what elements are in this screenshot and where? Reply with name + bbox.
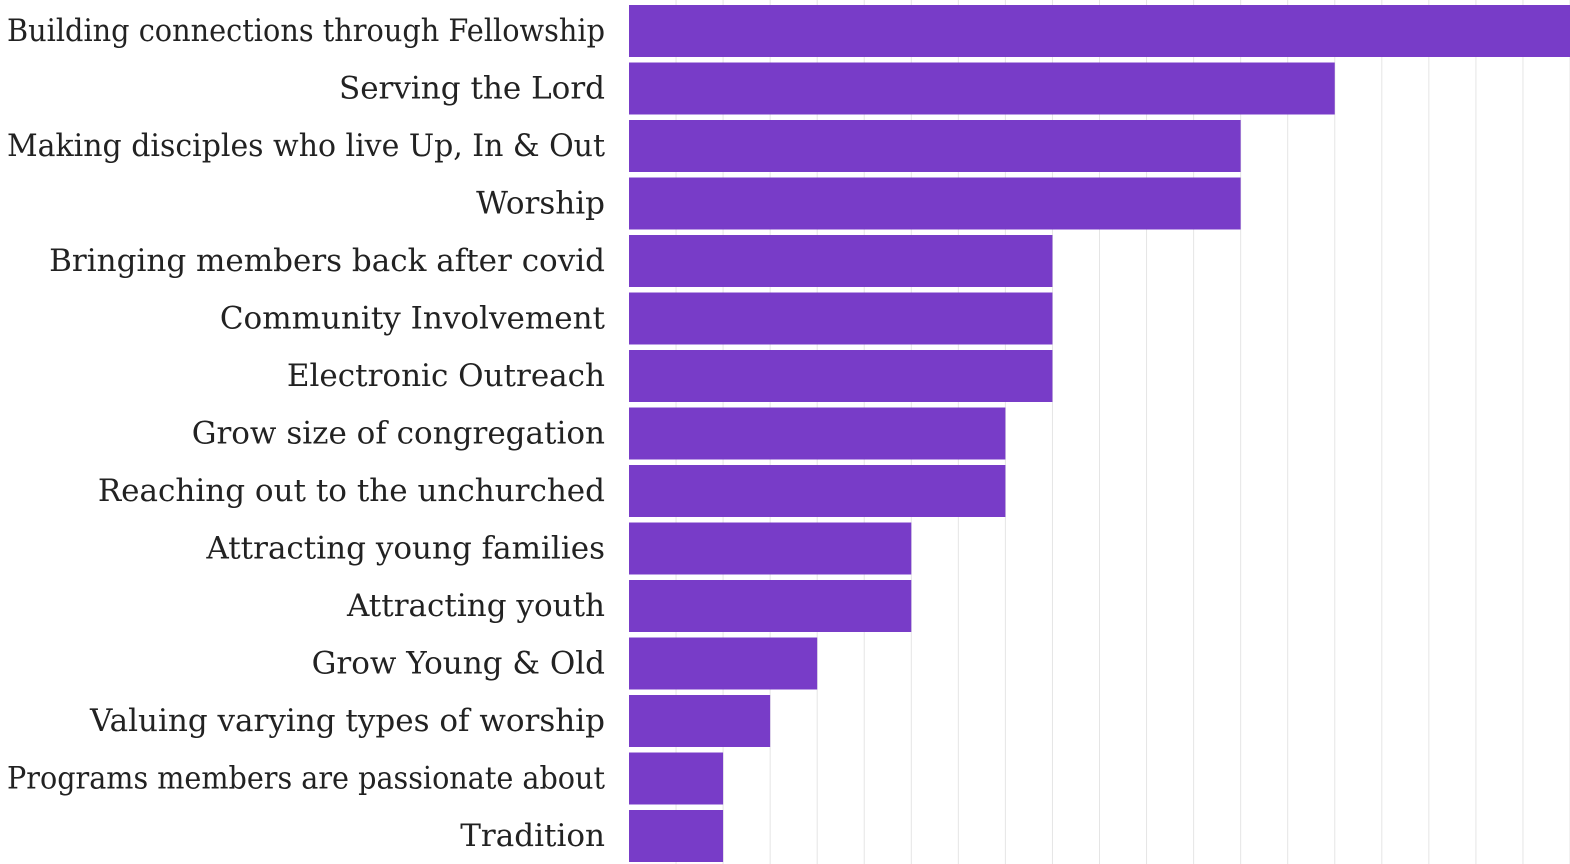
category-label: Reaching out to the unchurched xyxy=(98,473,605,509)
bar[interactable] xyxy=(629,580,912,632)
bar[interactable] xyxy=(629,62,1335,115)
category-label: Worship xyxy=(476,186,605,222)
bars xyxy=(629,5,1570,862)
category-labels: Building connections through Fellowship S… xyxy=(7,13,606,854)
bar[interactable] xyxy=(629,177,1241,230)
bar[interactable] xyxy=(629,637,818,690)
category-label: Building connections through Fellowship xyxy=(7,13,605,49)
bar[interactable] xyxy=(629,350,1053,402)
category-label: Programs members are passionate about xyxy=(7,761,605,797)
bar[interactable] xyxy=(629,120,1241,172)
category-label: Community Involvement xyxy=(220,301,606,337)
category-label: Making disciples who live Up, In & Out xyxy=(7,128,606,164)
category-label: Valuing varying types of worship xyxy=(89,703,605,739)
bar[interactable] xyxy=(629,407,1006,460)
bar[interactable] xyxy=(629,522,912,575)
category-label: Grow size of congregation xyxy=(192,416,605,452)
bar[interactable] xyxy=(629,810,724,862)
bar[interactable] xyxy=(629,752,724,805)
bar[interactable] xyxy=(629,235,1053,287)
category-label: Serving the Lord xyxy=(339,71,605,107)
category-label: Attracting youth xyxy=(346,588,605,624)
bar[interactable] xyxy=(629,465,1006,517)
category-label: Electronic Outreach xyxy=(287,358,605,394)
category-label: Tradition xyxy=(460,818,605,854)
category-label: Bringing members back after covid xyxy=(49,243,605,279)
bar[interactable] xyxy=(629,695,771,747)
category-label: Grow Young & Old xyxy=(312,646,605,682)
bar[interactable] xyxy=(629,292,1053,345)
bar[interactable] xyxy=(629,5,1570,57)
category-label: Attracting young families xyxy=(205,531,605,567)
